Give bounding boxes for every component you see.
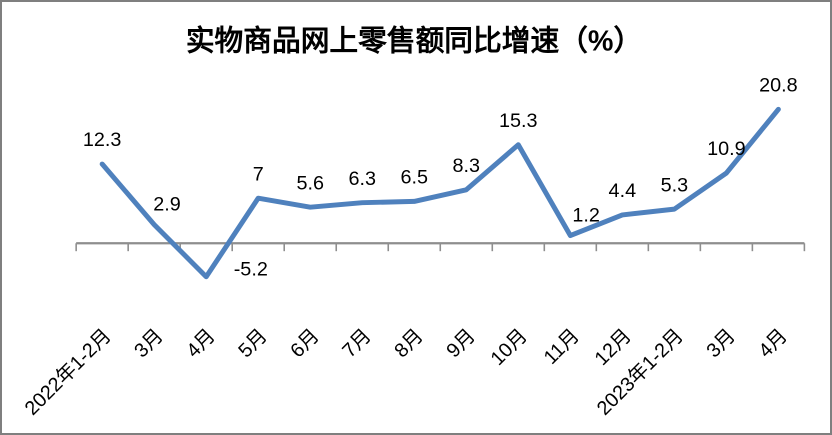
x-axis-label: 8月 [390,325,427,362]
chart-title: 实物商品网上零售额同比增速（%） [186,25,642,58]
plot-area: 12.3 2.9 -5.2 7 5.6 6.3 6.5 8.3 15.3 1.2 4.4 5.3 10.… [21,74,806,420]
x-axis-label: 5月 [234,325,271,362]
data-label: 20.8 [759,74,798,96]
data-label: 4.4 [609,180,637,202]
x-axis-label: 4月 [182,325,219,362]
data-label: 8.3 [453,155,481,177]
x-axis-label: 6月 [286,325,323,362]
data-label: 10.9 [707,138,746,160]
data-label: 5.3 [661,174,689,196]
x-axis-label: 3月 [702,325,739,362]
x-axis-label: 9月 [442,325,479,362]
x-axis-label: 4月 [754,325,791,362]
series-line [99,106,781,280]
data-label: 12.3 [83,129,122,151]
x-axis-label: 3月 [130,325,167,362]
data-label: 2.9 [153,194,181,216]
data-label: 6.3 [348,168,376,190]
data-label: 15.3 [499,110,538,132]
data-label: 5.6 [296,172,324,194]
x-axis-label: 11月 [540,325,584,369]
x-axis-label: 7月 [338,325,375,362]
data-label: 7 [253,163,264,185]
x-axis-label: 12月 [591,325,636,370]
x-axis-label: 10月 [487,325,532,370]
data-label: 1.2 [572,205,600,227]
data-label: 6.5 [401,167,429,189]
x-axis-label: 2022年1-2月 [21,325,116,420]
data-label: -5.2 [234,259,268,281]
